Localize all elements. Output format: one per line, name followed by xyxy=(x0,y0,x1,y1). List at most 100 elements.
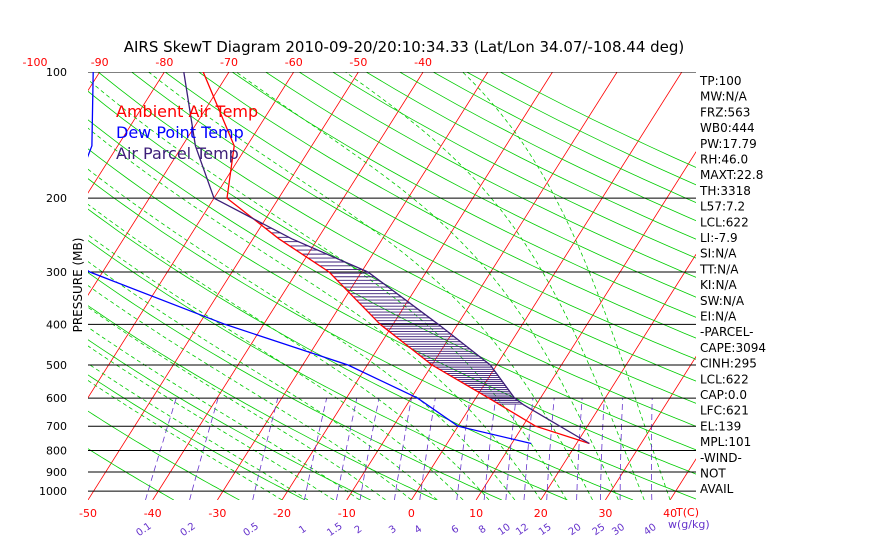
dry-adiabat-line xyxy=(298,72,696,278)
stats-line: LFC:621 xyxy=(700,404,749,418)
mixing-ratio-label: 8 xyxy=(477,524,489,537)
dry-adiabat-line xyxy=(88,374,306,500)
mixing-ratio-label: 0.1 xyxy=(134,521,153,539)
stats-line: AVAIL xyxy=(700,482,734,496)
mixing-ratio-label: 20 xyxy=(567,522,584,538)
dry-adiabat-line xyxy=(265,72,696,298)
top-temp-tick-label: -100 xyxy=(23,56,48,69)
pressure-tick-label: 700 xyxy=(46,420,67,433)
moist-adiabat-line xyxy=(88,306,386,500)
stats-line: EL:139 xyxy=(700,419,741,433)
mixing-ratio-labels: 0.1 0.2 0.5 1 1.5 2 3 4 6 8 10 12 15 20 25 30 40 xyxy=(134,521,658,539)
dry-adiabat-line xyxy=(88,239,568,500)
legend-entry: Dew Point Temp xyxy=(116,123,244,142)
mixing-unit-label: w(g/kg) xyxy=(668,518,710,531)
mixing-ratio-line xyxy=(394,398,412,500)
mixing-ratio-label: 25 xyxy=(591,522,608,538)
stats-line: CAPE:3094 xyxy=(700,341,766,355)
mixing-ratio-label: 15 xyxy=(537,522,554,538)
stats-line: -WIND- xyxy=(700,451,742,465)
mixing-ratio-line xyxy=(546,398,555,500)
moist-adiabat-line xyxy=(88,379,283,500)
dew-point-line xyxy=(88,72,532,445)
ambient-temp-line xyxy=(202,72,590,445)
mixing-ratio-label: 0.2 xyxy=(178,521,197,539)
dry-adiabat-line xyxy=(131,72,696,382)
stats-line: CAP:0.0 xyxy=(700,388,747,402)
mixing-ratio-label: 3 xyxy=(387,524,399,537)
stats-line: KI:N/A xyxy=(700,278,737,292)
stats-line: LCL:622 xyxy=(700,215,749,229)
dry-adiabat-line xyxy=(88,119,696,451)
mixing-ratio-line xyxy=(576,398,583,500)
pressure-tick-label: 300 xyxy=(46,266,67,279)
moist-adiabat-line xyxy=(235,72,619,500)
mixing-ratio-line xyxy=(619,398,624,500)
dry-adiabat-line xyxy=(88,208,634,500)
dry-adiabat-line xyxy=(399,72,696,222)
mixing-ratio-label: 1.5 xyxy=(325,521,344,539)
dry-adiabat-line xyxy=(88,410,240,500)
profile-lines xyxy=(88,72,590,445)
isotherm-line xyxy=(605,355,696,500)
mixing-ratio-line xyxy=(523,398,534,500)
chart-title: AIRS SkewT Diagram 2010-09-20/20:10:34.3… xyxy=(124,38,685,56)
cape-hatching xyxy=(253,218,523,405)
bottom-temp-tick-label: -50 xyxy=(79,507,97,520)
mixing-ratio-label: 12 xyxy=(514,522,531,538)
stats-line: WB0:444 xyxy=(700,121,755,135)
mixing-ratio-line xyxy=(651,398,653,500)
legend-entry: Air Parcel Temp xyxy=(116,144,239,163)
moist-adiabat-line xyxy=(88,326,360,500)
isotherm-line xyxy=(281,72,553,500)
stats-line: TT:N/A xyxy=(699,262,739,276)
top-temp-tick-label: -40 xyxy=(414,56,432,69)
bottom-temp-tick-label: 20 xyxy=(534,507,548,520)
moist-adiabat-line xyxy=(148,72,593,500)
mixing-ratio-line xyxy=(419,398,436,500)
dry-adiabat-line xyxy=(97,72,696,404)
isotherm-line xyxy=(475,151,696,500)
stats-line: LI:-7.9 xyxy=(700,231,738,245)
moist-adiabat-line xyxy=(88,203,490,500)
isotherm-line xyxy=(88,72,165,194)
top-temp-tick-label: -80 xyxy=(155,56,173,69)
mixing-ratio-line xyxy=(145,397,177,500)
mixing-ratio-line xyxy=(304,398,327,500)
mixing-ratio-line xyxy=(483,398,497,500)
moist-adiabat-line xyxy=(88,168,516,500)
dry-adiabat-line xyxy=(332,72,696,259)
isotherm-line xyxy=(217,72,489,500)
pressure-tick-labels: 100 200 300 400 500 600 700 800 900 1000 xyxy=(39,66,67,498)
stats-line: SW:N/A xyxy=(700,294,745,308)
mixing-ratio-label: 10 xyxy=(496,522,513,538)
stats-line: TH:3318 xyxy=(699,184,751,198)
stats-line: FRZ:563 xyxy=(700,105,750,119)
dry-adiabat-line xyxy=(88,305,437,500)
mixing-ratio-line xyxy=(189,397,219,500)
dry-adiabat-line xyxy=(88,148,696,475)
isotherm-line xyxy=(88,72,230,296)
mixing-ratio-label: 2 xyxy=(353,524,365,537)
stats-line: -PARCEL- xyxy=(700,325,754,339)
mixing-ratio-label: 4 xyxy=(413,524,425,537)
top-temp-tick-label: -90 xyxy=(91,56,109,69)
moist-adiabat-line xyxy=(88,234,464,500)
moist-adiabats xyxy=(88,72,671,500)
top-temp-tick-labels: -120-110-100-90-80-70-60-50-40 xyxy=(23,56,433,69)
bottom-temp-tick-label: -10 xyxy=(338,507,356,520)
top-temp-tick-label: -50 xyxy=(349,56,367,69)
pressure-tick-label: 100 xyxy=(46,66,67,79)
mixing-ratio-line xyxy=(359,398,380,500)
top-temp-tick-label: -70 xyxy=(220,56,238,69)
mixing-ratio-label: 30 xyxy=(610,522,627,538)
legend: Ambient Air Temp Dew Point Temp Air Parcel… xyxy=(116,102,258,163)
y-axis-label: PRESSURE (MB) xyxy=(71,238,85,333)
parcel-temp-line xyxy=(183,72,590,445)
bottom-temp-tick-labels: -50 -40 -30 -20 -10 0 10 20 30 40 xyxy=(79,507,677,520)
mixing-ratio-label: 1 xyxy=(297,524,309,537)
dry-adiabat-line xyxy=(88,90,696,427)
pressure-tick-label: 900 xyxy=(46,466,67,479)
pressure-tick-label: 200 xyxy=(46,192,67,205)
